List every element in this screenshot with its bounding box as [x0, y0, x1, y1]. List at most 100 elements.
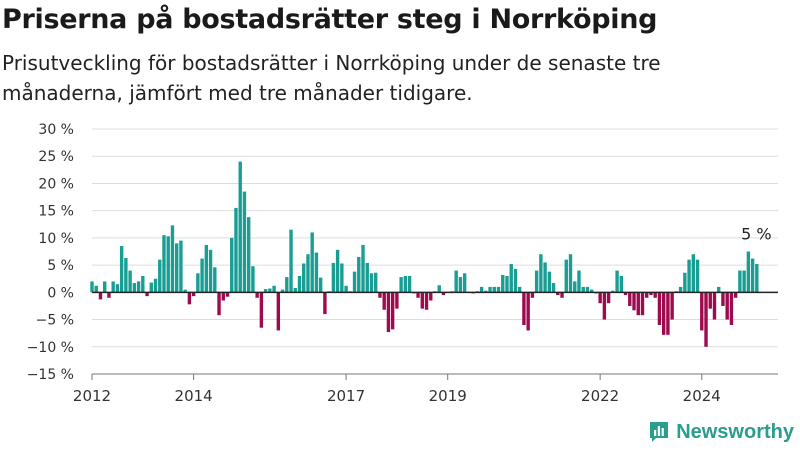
bar — [365, 262, 369, 293]
bar — [107, 292, 111, 298]
bar — [191, 292, 196, 297]
bar — [543, 262, 547, 293]
y-tick-label: 15 % — [38, 204, 74, 220]
y-tick-label: 25 % — [38, 149, 74, 165]
brand-logo: Newsworthy — [648, 420, 794, 444]
bar — [162, 235, 166, 293]
bar — [119, 246, 124, 293]
bar — [670, 292, 674, 320]
bar — [653, 292, 657, 298]
bar — [598, 292, 602, 304]
bar — [750, 258, 755, 293]
bar — [522, 292, 526, 325]
bar — [441, 292, 446, 296]
bar — [691, 254, 695, 293]
bar — [687, 259, 691, 293]
bar — [577, 270, 581, 293]
bar — [602, 292, 607, 320]
bar — [492, 286, 496, 293]
bar — [293, 287, 297, 293]
x-tick-label: 2022 — [581, 387, 619, 405]
bar — [141, 276, 145, 293]
bar — [581, 286, 585, 293]
x-axis: 2012 2014 2017 2019 2022 2024 — [73, 291, 778, 405]
bar — [331, 262, 336, 293]
bar — [259, 292, 264, 328]
bar — [721, 292, 725, 306]
bar — [712, 292, 717, 320]
bar — [310, 232, 314, 293]
bar — [568, 254, 573, 293]
bar — [263, 289, 268, 293]
bar — [488, 286, 492, 293]
bar — [496, 286, 501, 293]
bar — [416, 292, 420, 298]
bar — [509, 264, 513, 293]
bar — [221, 292, 225, 301]
bar — [589, 289, 594, 293]
bar — [746, 251, 751, 293]
bar — [175, 243, 179, 293]
bar — [657, 292, 662, 325]
bar — [335, 249, 340, 293]
x-tick-label: 2012 — [73, 387, 111, 405]
bar — [204, 244, 209, 293]
bar — [374, 272, 378, 293]
bar — [678, 286, 683, 293]
bar — [573, 281, 577, 293]
y-tick-label: 10 % — [38, 231, 74, 247]
bar — [128, 270, 132, 293]
bar — [255, 292, 259, 298]
bar — [560, 292, 564, 298]
bar — [564, 259, 568, 293]
annotation-label: 5 % — [741, 225, 771, 244]
bar — [666, 292, 670, 335]
bar — [200, 258, 204, 293]
bar — [285, 277, 289, 293]
y-tick-label: −5 % — [36, 313, 74, 329]
bar — [407, 276, 412, 293]
bar — [403, 276, 408, 293]
bar — [238, 161, 242, 293]
bar — [111, 281, 115, 293]
bar — [153, 278, 158, 293]
bar — [357, 256, 361, 293]
bar — [318, 277, 323, 293]
bar — [725, 292, 729, 320]
bar — [302, 263, 306, 293]
bar — [225, 292, 230, 297]
bar — [484, 290, 488, 293]
bar — [90, 281, 94, 293]
bar — [551, 283, 556, 293]
y-tick-label: 20 % — [38, 176, 74, 192]
bar — [276, 292, 281, 331]
bar — [530, 292, 535, 298]
bar — [505, 276, 509, 293]
bar — [297, 276, 302, 293]
bar — [700, 292, 704, 331]
x-tick-label: 2024 — [683, 387, 721, 405]
bar — [289, 229, 293, 293]
bar — [733, 292, 738, 298]
bar — [704, 292, 708, 347]
brand-name: Newsworthy — [676, 420, 794, 443]
bar — [729, 292, 734, 325]
bar — [242, 191, 247, 293]
bar — [661, 292, 666, 335]
bar — [619, 276, 624, 293]
bar — [738, 270, 742, 293]
bar — [149, 282, 153, 293]
bar — [314, 252, 319, 293]
bar — [458, 277, 463, 293]
bar — [513, 268, 518, 293]
bar — [606, 292, 611, 304]
bar — [98, 292, 103, 300]
bar — [479, 286, 484, 293]
bar — [636, 292, 640, 316]
bar — [632, 292, 636, 311]
bars — [90, 161, 759, 347]
bar — [187, 292, 192, 305]
bar — [615, 270, 619, 293]
bar — [717, 286, 721, 293]
